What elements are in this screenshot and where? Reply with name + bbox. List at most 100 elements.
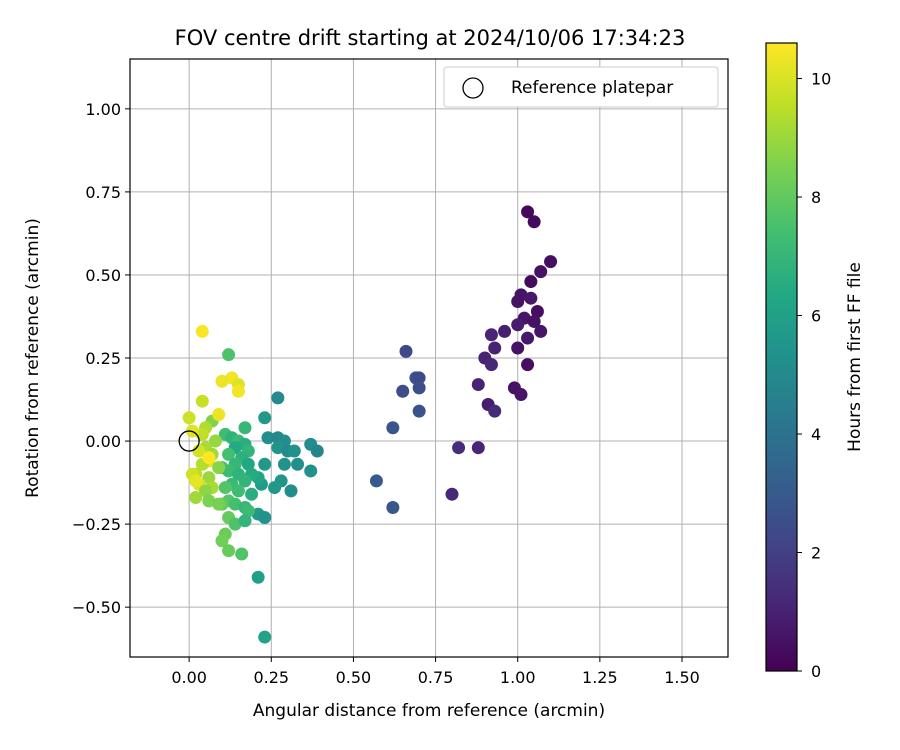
x-tick-label: 0.00: [171, 668, 207, 687]
scatter-point: [212, 497, 226, 511]
y-tick-label: 0.75: [85, 183, 121, 202]
scatter-point: [412, 404, 426, 418]
scatter-point: [287, 444, 301, 458]
scatter-point: [189, 474, 203, 488]
scatter-point: [261, 431, 275, 445]
scatter-point: [238, 421, 252, 435]
scatter-point: [212, 407, 226, 421]
colorbar-gradient: [765, 42, 798, 672]
scatter-point: [399, 344, 413, 358]
scatter-point: [445, 487, 459, 501]
scatter-point: [231, 484, 245, 498]
scatter-point: [521, 358, 535, 372]
scatter-point: [452, 441, 466, 455]
scatter-point: [271, 391, 285, 405]
scatter-point: [212, 461, 226, 475]
scatter-points: [182, 205, 558, 644]
y-tick-label: 0.25: [85, 349, 121, 368]
scatter-point: [291, 457, 305, 471]
scatter-point: [215, 534, 229, 548]
plot-area: [129, 58, 729, 658]
scatter-point: [527, 215, 541, 229]
scatter-point: [511, 318, 525, 332]
scatter-point: [284, 484, 298, 498]
scatter-point: [310, 444, 324, 458]
scatter-point: [202, 451, 216, 465]
scatter-point: [228, 517, 242, 531]
scatter-point: [544, 255, 558, 269]
scatter-point: [369, 474, 383, 488]
scatter-point: [238, 474, 252, 488]
scatter-point: [396, 384, 410, 398]
y-axis-ticks: −0.50 −0.25 0.00 0.25 0.50 0.75 1.00: [72, 100, 130, 617]
scatter-point: [386, 421, 400, 435]
scatter-point: [471, 441, 485, 455]
scatter-point: [484, 358, 498, 372]
colorbar-tick-label: 10: [811, 70, 831, 89]
y-tick-label: 1.00: [85, 100, 121, 119]
legend: Reference platepar: [443, 66, 719, 108]
y-axis-label: Rotation from reference (arcmin): [23, 218, 43, 498]
x-tick-label: 0.25: [253, 668, 289, 687]
scatter-point: [412, 371, 426, 385]
x-tick-label: 1.00: [500, 668, 536, 687]
legend-marker-icon: [462, 77, 484, 99]
scatter-point: [521, 205, 535, 219]
colorbar-tick-label: 0: [811, 662, 821, 681]
scatter-point: [488, 404, 502, 418]
scatter-point: [241, 457, 255, 471]
scatter-point: [412, 381, 426, 395]
scatter-point: [228, 497, 242, 511]
scatter-point: [534, 324, 548, 338]
scatter-point: [222, 348, 236, 362]
scatter-point: [304, 464, 318, 478]
scatter-point: [222, 447, 236, 461]
scatter-point: [215, 374, 229, 388]
legend-label: Reference platepar: [511, 78, 673, 98]
colorbar-tick-label: 4: [811, 425, 821, 444]
scatter-point: [527, 314, 541, 328]
x-tick-label: 0.50: [336, 668, 372, 687]
scatter-point: [195, 394, 209, 408]
scatter-point: [258, 630, 272, 644]
scatter-point: [199, 484, 213, 498]
scatter-point: [238, 514, 252, 528]
scatter-point: [488, 341, 502, 355]
scatter-point: [258, 457, 272, 471]
x-tick-label: 0.75: [418, 668, 454, 687]
scatter-point: [471, 378, 485, 392]
y-tick-label: 0.50: [85, 266, 121, 285]
scatter-point: [231, 384, 245, 398]
scatter-point: [182, 411, 196, 425]
scatter-point: [202, 471, 216, 485]
scatter-point: [511, 295, 525, 309]
y-tick-label: 0.00: [85, 432, 121, 451]
reference-platepar-marker: [178, 430, 200, 452]
chart-title: FOV centre drift starting at 2024/10/06 …: [175, 26, 686, 50]
scatter-point: [534, 265, 548, 279]
scatter-point: [258, 510, 272, 524]
colorbar-ticks: 0 2 4 6 8 10: [797, 70, 831, 681]
x-tick-label: 1.25: [582, 668, 618, 687]
scatter-point: [514, 388, 528, 402]
legend-box: [443, 66, 719, 108]
scatter-point: [218, 481, 232, 495]
x-tick-label: 1.50: [664, 668, 700, 687]
scatter-point: [202, 494, 216, 508]
colorbar-tick-label: 2: [811, 544, 821, 563]
scatter-point: [530, 304, 544, 318]
scatter-point: [222, 464, 236, 478]
y-tick-label: −0.25: [72, 515, 121, 534]
colorbar-tick-label: 6: [811, 307, 821, 326]
scatter-point: [241, 504, 255, 518]
colorbar: 0 2 4 6 8 10 Hours from first FF file: [765, 42, 865, 681]
colorbar-label: Hours from first FF file: [845, 262, 865, 452]
x-axis-ticks: 0.00 0.25 0.50 0.75 1.00 1.25 1.50: [171, 657, 700, 687]
y-tick-label: −0.50: [72, 598, 121, 617]
scatter-point: [277, 457, 291, 471]
scatter-point: [245, 487, 259, 501]
scatter-point: [498, 324, 512, 338]
x-axis-label: Angular distance from reference (arcmin): [253, 701, 605, 721]
scatter-point: [386, 501, 400, 514]
